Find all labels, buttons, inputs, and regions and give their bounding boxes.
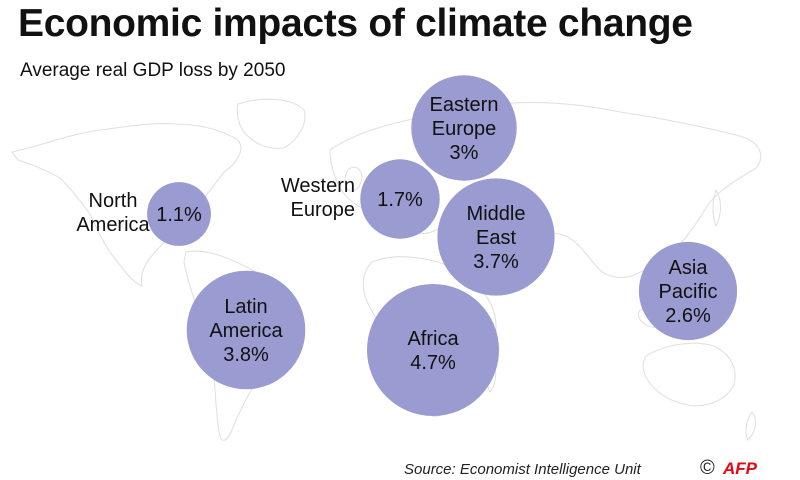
- copyright-symbol: ©: [700, 457, 715, 479]
- bubble-layer: 1.1%NorthAmerica1.7%WesternEuropeEastern…: [76, 75, 738, 416]
- region-label-africa: Africa: [407, 328, 459, 350]
- value-label-eastern-europe: 3%: [450, 142, 479, 164]
- region-label-asia-pacific: Pacific: [659, 281, 718, 303]
- region-label-north-america: North: [89, 190, 138, 212]
- region-label-latin-america: America: [209, 320, 283, 342]
- region-label-western-europe: Western: [281, 175, 355, 197]
- region-label-eastern-europe: Eastern: [430, 94, 499, 116]
- value-label-middle-east: 3.7%: [473, 251, 519, 273]
- bubble-western-europe: [360, 159, 440, 239]
- value-label-western-europe: 1.7%: [377, 189, 423, 211]
- region-label-asia-pacific: Asia: [669, 257, 709, 279]
- bubble-africa: [367, 284, 499, 416]
- bubble-eastern-europe: [411, 75, 517, 181]
- afp-logo: AFP: [722, 459, 758, 477]
- chart-subtitle: Average real GDP loss by 2050: [20, 60, 286, 81]
- bubble-north-america: [147, 182, 211, 246]
- value-label-africa: 4.7%: [410, 352, 456, 374]
- value-label-latin-america: 3.8%: [223, 344, 269, 366]
- value-label-north-america: 1.1%: [156, 204, 202, 226]
- value-label-asia-pacific: 2.6%: [665, 305, 711, 327]
- region-label-western-europe: Europe: [291, 199, 356, 221]
- region-label-middle-east: Middle: [467, 203, 526, 225]
- region-label-eastern-europe: Europe: [432, 118, 497, 140]
- afp-logo-text: AFP: [722, 459, 758, 477]
- bubble-asia-pacific: [638, 241, 738, 341]
- region-label-latin-america: Latin: [224, 296, 267, 318]
- region-label-north-america: America: [76, 214, 150, 236]
- region-label-middle-east: East: [476, 227, 516, 249]
- chart-title: Economic impacts of climate change: [18, 2, 693, 45]
- source-note: Source: Economist Intelligence Unit: [404, 461, 641, 478]
- bubble-middle-east: [437, 178, 555, 296]
- bubble-latin-america: [186, 270, 306, 390]
